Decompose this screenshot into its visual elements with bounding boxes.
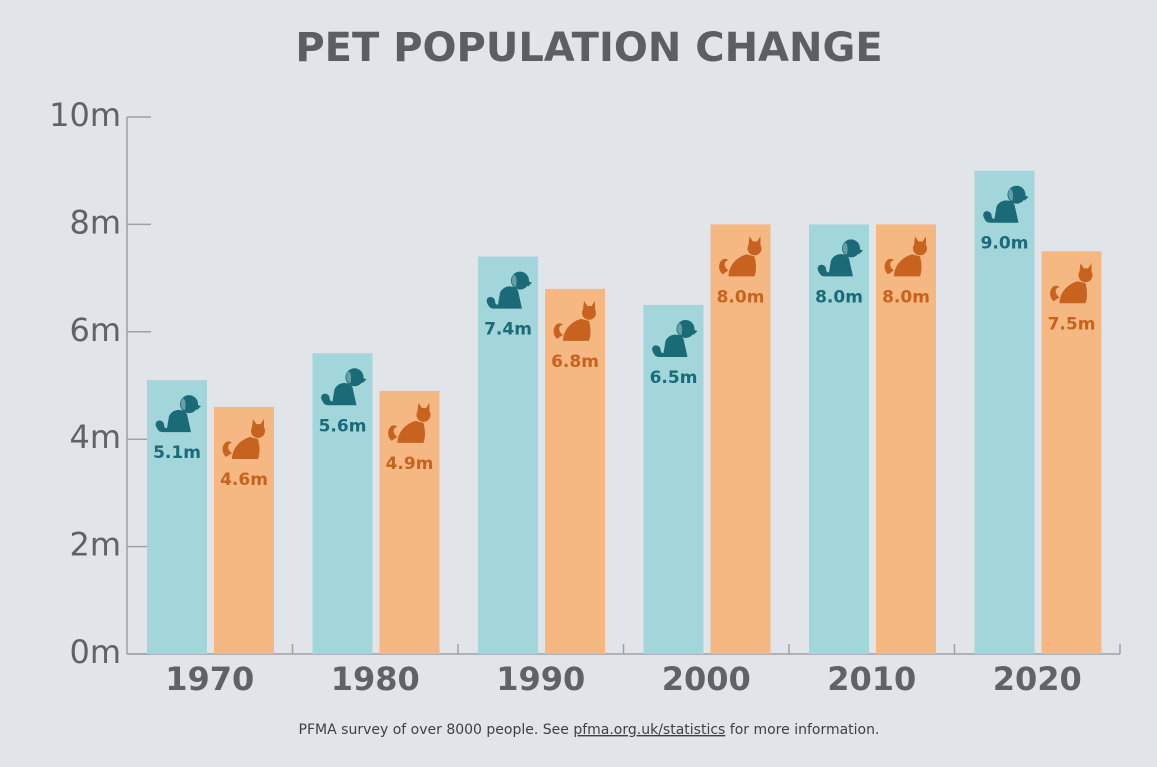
cat-tail <box>1050 285 1060 302</box>
dog-icon <box>983 185 1029 223</box>
cat-head <box>913 241 927 256</box>
value-label: 8.0m <box>882 287 930 307</box>
cat-tail <box>388 425 398 441</box>
footer-text: PFMA survey of over 8000 people. See <box>299 722 574 738</box>
y-tick-label: 8m <box>69 203 121 241</box>
bar <box>1041 251 1102 654</box>
cat-icon <box>1050 263 1093 304</box>
cat-body <box>1059 281 1087 304</box>
bar <box>809 224 869 654</box>
dog-ear <box>1008 188 1014 201</box>
dog-body <box>983 200 1019 223</box>
bar <box>643 304 704 654</box>
cat-ears <box>1079 263 1092 272</box>
cat-icon <box>884 236 927 277</box>
dog-ear <box>842 242 848 255</box>
dog-icon <box>652 319 698 357</box>
cat-icon <box>719 236 762 277</box>
cat-body <box>232 436 260 459</box>
bar <box>974 170 1035 654</box>
dog-body <box>817 254 853 277</box>
y-tick-label: 0m <box>69 633 121 671</box>
bar <box>545 288 605 654</box>
value-label: 4.9m <box>386 454 434 474</box>
x-tick-label: 2000 <box>662 660 751 698</box>
cat-icon <box>388 402 431 443</box>
x-tick-label: 1980 <box>331 660 420 698</box>
y-tick-label: 4m <box>69 418 121 456</box>
y-tick-label: 6m <box>69 311 121 349</box>
y-tick-label: 2m <box>69 526 121 564</box>
dog-icon <box>155 395 201 433</box>
dog-snout <box>691 328 698 335</box>
dog-ear <box>180 398 186 411</box>
dog-snout <box>526 280 532 287</box>
x-tick-label: 1990 <box>496 660 585 698</box>
dog-head <box>180 395 198 414</box>
dog-head <box>345 368 364 387</box>
footer-link[interactable]: pfma.org.uk/statistics <box>573 722 725 738</box>
cat-body <box>397 420 425 443</box>
dog-snout <box>195 404 201 411</box>
dog-body <box>652 334 688 357</box>
bar <box>876 224 936 654</box>
cat-head <box>251 423 265 438</box>
dog-body <box>155 409 191 433</box>
cat-ears <box>252 418 264 427</box>
cat-head <box>747 241 762 256</box>
bar <box>710 224 771 654</box>
value-label: 8.0m <box>717 287 765 307</box>
cat-head <box>582 305 596 320</box>
dog-snout <box>360 377 367 384</box>
dog-head <box>842 239 860 258</box>
cat-tail <box>884 258 894 275</box>
dog-icon <box>817 239 863 277</box>
cat-head <box>1078 268 1093 283</box>
value-label: 6.8m <box>551 352 599 372</box>
cat-tail <box>719 258 729 275</box>
value-label: 5.1m <box>153 443 201 463</box>
cat-body <box>894 254 922 277</box>
dog-ear <box>677 322 683 335</box>
cat-body <box>728 254 756 277</box>
cat-icon <box>222 418 265 459</box>
cat-head <box>416 407 431 422</box>
dog-head <box>1007 185 1026 204</box>
cat-tail <box>553 323 563 339</box>
value-label: 9.0m <box>981 234 1029 254</box>
chart-title: PET POPULATION CHANGE <box>295 25 882 71</box>
value-label: 6.5m <box>650 368 698 388</box>
x-tick-label: 2020 <box>993 660 1082 698</box>
dog-icon <box>321 368 367 406</box>
cat-tail <box>222 441 232 457</box>
value-label: 7.4m <box>484 320 532 340</box>
footer-text: for more information. <box>725 722 879 738</box>
cat-ears <box>914 236 926 245</box>
dog-snout <box>1022 194 1029 201</box>
value-label: 4.6m <box>220 470 268 490</box>
dog-ear <box>346 371 352 384</box>
bar <box>478 256 538 654</box>
footer: PFMA survey of over 8000 people. See pfm… <box>299 722 880 738</box>
x-tick-label: 2010 <box>827 660 916 698</box>
dog-body <box>486 286 522 309</box>
cat-ears <box>748 236 761 245</box>
dog-head <box>511 271 529 290</box>
y-tick-label: 10m <box>49 96 121 134</box>
value-label: 8.0m <box>815 287 863 307</box>
dog-body <box>321 383 357 406</box>
cat-icon <box>553 300 596 341</box>
x-tick-label: 1970 <box>165 660 254 698</box>
dog-ear <box>511 274 517 287</box>
cat-body <box>563 318 591 341</box>
dog-head <box>676 319 695 338</box>
value-label: 5.6m <box>319 416 367 436</box>
cat-ears <box>583 300 595 309</box>
dog-snout <box>857 248 863 255</box>
cat-ears <box>417 402 430 411</box>
dog-icon <box>486 271 532 309</box>
value-label: 7.5m <box>1048 314 1096 334</box>
